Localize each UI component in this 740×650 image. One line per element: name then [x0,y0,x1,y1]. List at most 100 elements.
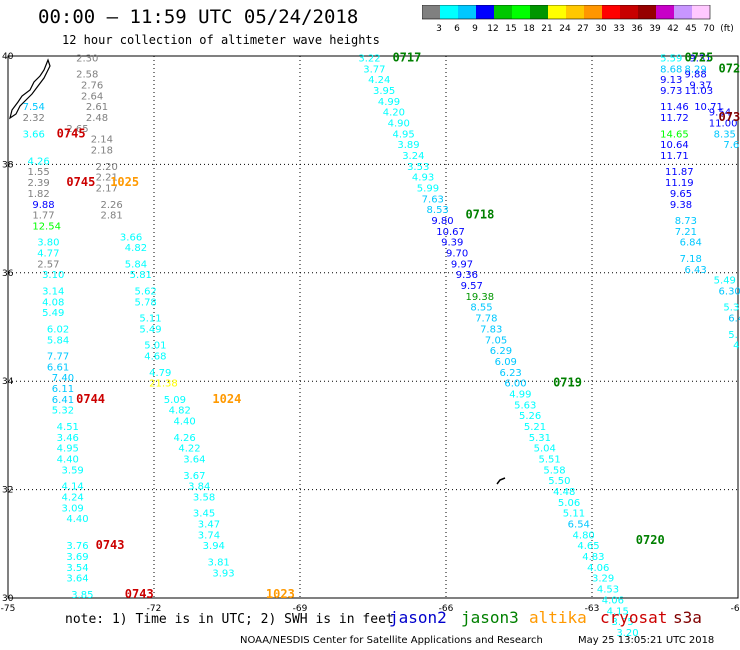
swh-value: 3.47 [198,520,220,531]
scale-tick-label: 70 [703,24,715,34]
swh-value: 2.76 [81,81,103,92]
swh-value: 10.71 [694,102,723,113]
pass-time-label: 1024 [212,392,241,406]
swh-value: 2.57 [37,259,59,270]
swh-value: 3.59 [62,465,84,476]
scale-swatch [656,5,674,19]
coastline [9,58,51,120]
pass-time-label: 0726 [719,61,740,75]
swh-value: 4.48 [553,487,575,498]
swh-value: 3.76 [66,541,88,552]
swh-value: 3.29 [592,574,614,585]
pass-time-label: 0719 [553,376,582,390]
scale-tick-label: 33 [613,24,624,34]
swh-value: 3.58 [193,492,215,503]
swh-value: 4.40 [173,417,195,428]
swh-value: 9.37 [689,81,711,92]
scale-tick-label: 3 [436,24,442,34]
swh-value: 5.49 [714,276,736,287]
scale-tick-label: 45 [685,24,696,34]
pass-time-label: 1025 [110,175,139,189]
swh-value: 6.11 [52,384,74,395]
swh-value: 5.99 [417,184,439,195]
track-jason3: 5.59 9.31 8.68 8.299.13 9.889.37 9.73 11.03 11.… [660,50,723,275]
legend-jason2: jason2 [389,608,447,627]
swh-value: 3.22 [358,53,380,64]
swh-value: 5.63 [514,400,536,411]
x-tick-label: -66 [439,604,454,614]
swh-value: 3.66 [120,232,142,243]
swh-value: 3.85 [71,590,93,601]
y-tick-label: 38 [2,160,14,170]
swh-value: 5.62 [135,286,157,297]
swh-value: 6.41 [52,395,74,406]
x-tick-label: -69 [293,604,308,614]
swh-value: 5.59 [660,53,682,64]
island-outline [496,477,506,485]
swh-value: 7.6 [723,140,739,151]
swh-value: 8.68 [660,64,682,75]
scale-swatch [620,5,638,19]
swh-value: 4. [733,341,740,352]
scale-tick-label: 27 [577,24,588,34]
swh-value: 5.58 [543,465,565,476]
y-tick-label: 36 [2,269,14,279]
swh-value: 4.99 [378,97,400,108]
swh-value: 3.81 [208,557,230,568]
swh-value: 6.23 [500,368,522,379]
track-jason3: 0726 [719,61,740,75]
swh-value: 11.72 [660,113,689,124]
swh-value: 8.55 [470,303,492,314]
swh-value: 5.04 [534,444,556,455]
scale-tick-label: 12 [487,24,498,34]
swh-value: 3.14 [42,286,64,297]
swh-value: 9.80 [431,216,453,227]
swh-value: 6.54 [568,520,590,531]
chart-title: 00:00 – 11:59 UTC 05/24/2018 [38,6,359,28]
swh-value: 9.73 [660,86,682,97]
scale-swatch [566,5,584,19]
pass-time-label: 0743 [125,587,154,601]
swh-value: 5.49 [139,324,161,335]
track-cryosat: 7.542.32 3.66 4.261.552.391.829.881.7712.5… [23,102,96,270]
scale-tick-label: 18 [523,24,535,34]
swh-value: 4.93 [412,173,434,184]
swh-value: 11.46 [660,102,689,113]
swh-value: 3.95 [373,86,395,97]
swh-value: 5.3 [723,303,739,314]
swh-value: 3.46 [57,433,79,444]
swh-value: 3.64 [66,574,88,585]
scale-tick-label: 9 [472,24,478,34]
swh-value: 4.20 [383,108,405,119]
swh-value: 2.48 [86,113,108,124]
swh-value: 5.49 [42,308,64,319]
swh-value: 6.29 [490,346,512,357]
swh-value: 5.51 [538,455,560,466]
swh-value: 2.18 [91,146,113,157]
swh-color-scale: 3 6 9 12 15 18 21 24 27 30 33 36 39 42 45 70 (ft) [422,5,734,34]
swh-value: 3.53 [407,162,429,173]
swh-value: 2.20 [96,162,118,173]
swh-value: 5.81 [130,270,152,281]
swh-value: 9.88 [684,70,706,81]
units-note: note: 1) Time is in UTC; 2) SWH is in fe… [65,612,394,627]
track-cryosat: 2.30 2.582.762.642.612.482.652.142.18 2.20… [57,53,118,183]
legend-jason3: jason3 [461,608,519,627]
track-jason3: 4.804.654.834.063.294.534.064.153.753.20… [573,530,665,639]
track-altika: 2.17 2.262.81 3.664.82 5.845.81 5.625.78 5.11… [96,175,178,390]
swh-value: 6.61 [47,362,69,373]
pass-time-label: 0717 [392,50,421,64]
pass-time-label: 0718 [465,208,494,222]
y-tick-label: 30 [2,594,14,604]
swh-value: 4.99 [509,389,531,400]
swh-value: 2.64 [81,91,103,102]
scale-frame [422,5,711,20]
swh-value: 9.70 [446,249,468,260]
swh-value: 9.13 [660,75,682,86]
swh-value: 3.20 [616,628,638,639]
track-cryosat: 3.85 0743 [71,587,153,601]
swh-value: 9.36 [456,270,478,281]
swh-value: 12.54 [32,221,61,232]
swh-value: 7.18 [680,254,702,265]
swh-value: 9.54 [709,108,731,119]
